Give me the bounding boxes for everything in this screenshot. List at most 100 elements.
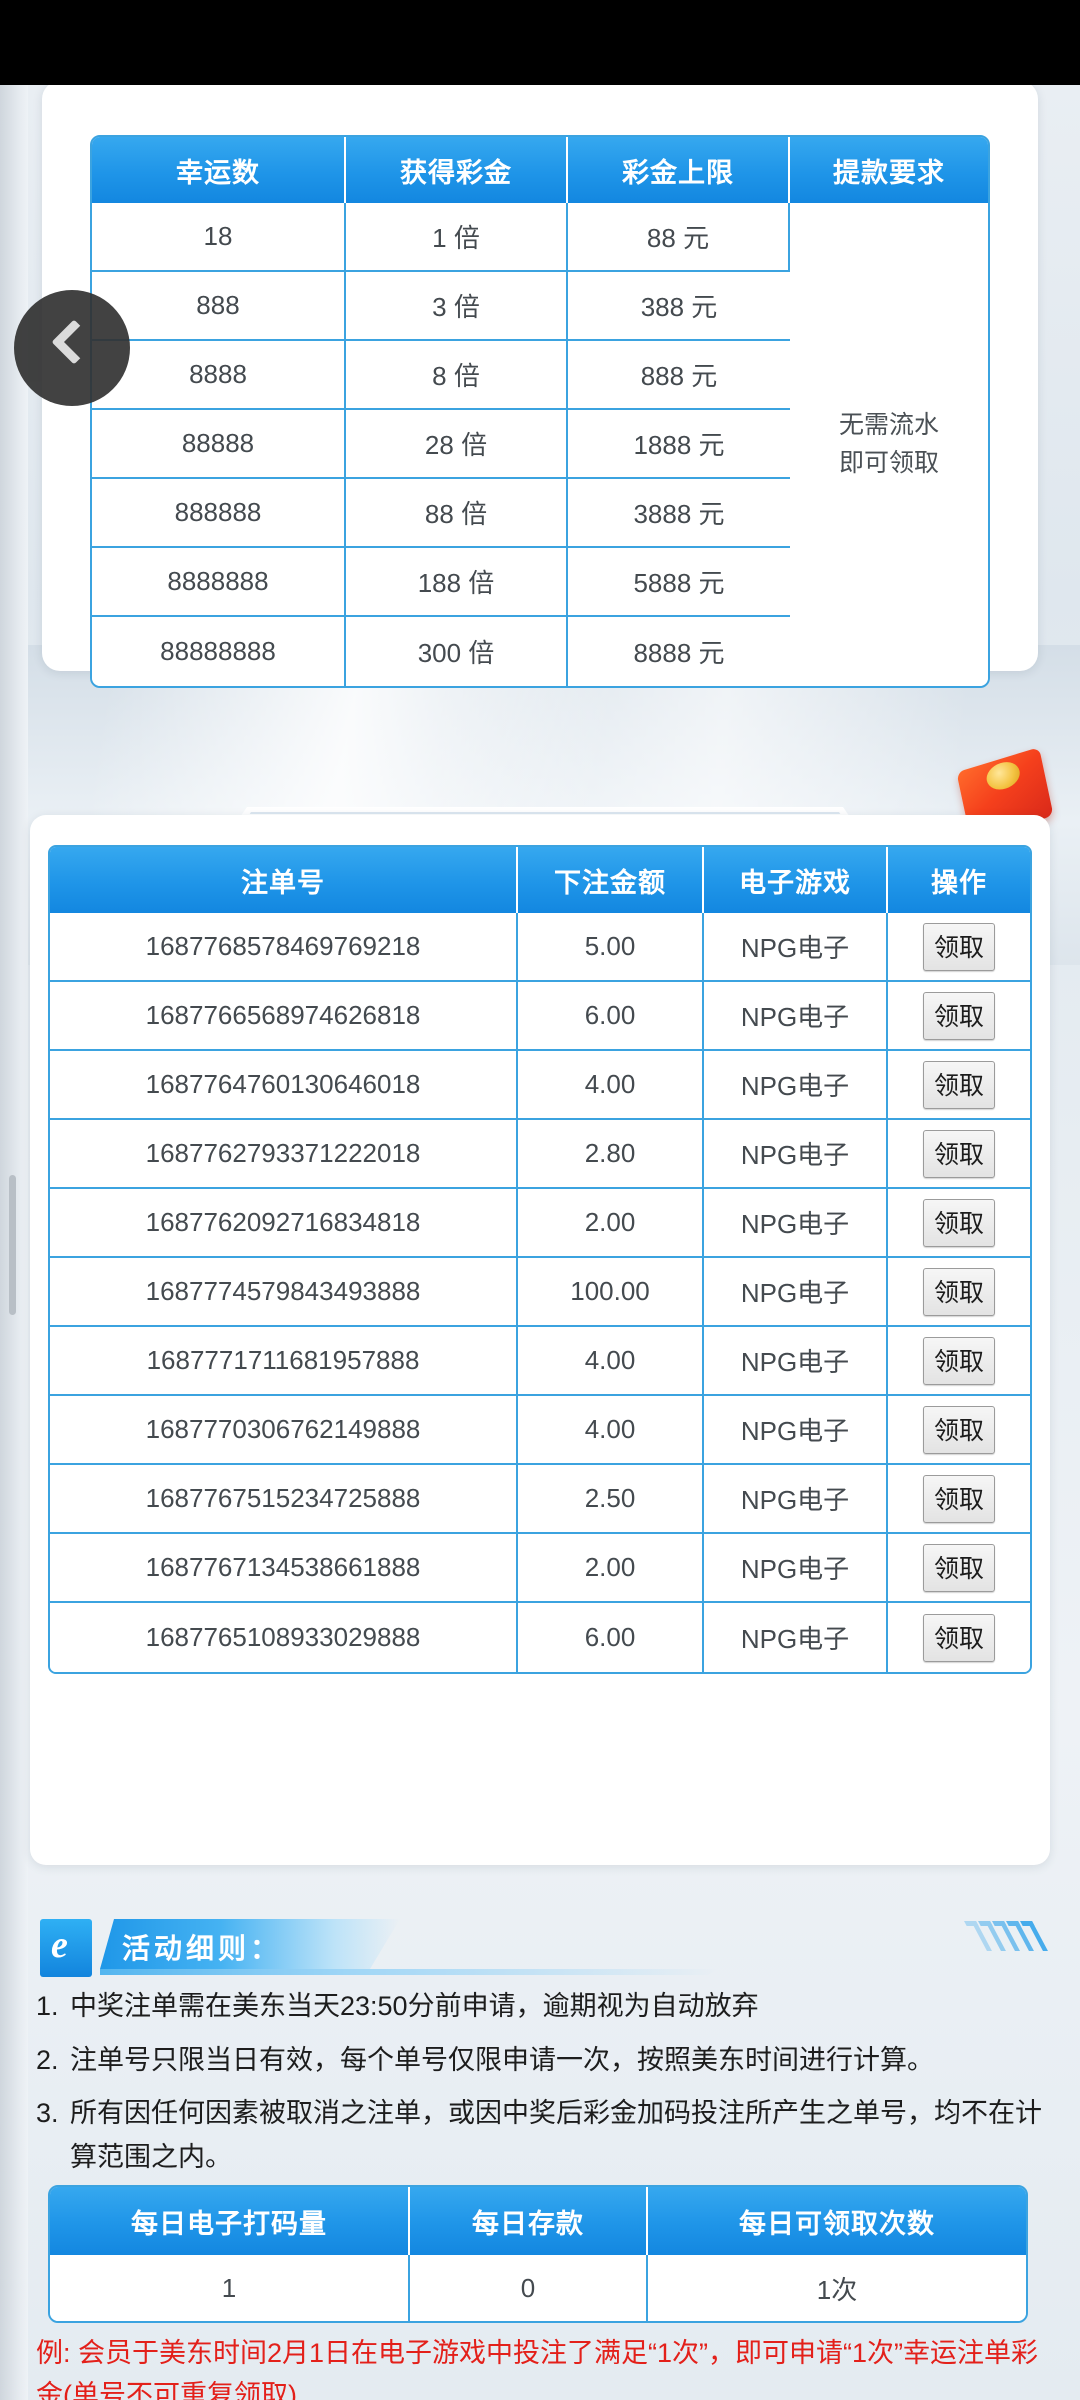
cell-cap: 88 元 [568,203,790,272]
claim-button[interactable]: 领取 [922,1474,995,1523]
bets-table-card: 注单号 下注金额 电子游戏 操作 1687768578469769218 5.00… [30,815,1050,1865]
cell-game: NPG电子 [704,1258,888,1327]
col-order-no: 注单号 [50,847,518,913]
cell-multiplier: 1 倍 [346,203,568,272]
claim-button[interactable]: 领取 [922,1613,995,1662]
list-item: 2. 注单号只限当日有效，每个单号仅限申请一次，按照美东时间进行计算。 [36,2039,1046,2083]
cell-action: 领取 [888,1534,1030,1603]
chevron-right-decoration-icon [964,1921,1048,1951]
cell-daily-deposit: 0 [410,2255,648,2321]
cell-multiplier: 28 倍 [346,410,568,479]
bets-table: 注单号 下注金额 电子游戏 操作 1687768578469769218 5.00… [50,847,1030,1672]
cell-bet-amount: 2.00 [518,1534,704,1603]
prize-table-header-row: 幸运数 获得彩金 彩金上限 提款要求 [92,137,988,203]
rule-number: 2. [36,2044,59,2075]
cell-action: 领取 [888,1258,1030,1327]
col-bet-amount: 下注金额 [518,847,704,913]
table-row: 88888 28 倍 1888 元 [92,410,988,479]
cell-bet-amount: 100.00 [518,1258,704,1327]
rule-number: 3. [36,2098,59,2129]
cell-game: NPG电子 [704,982,888,1051]
cell-cap: 8888 元 [568,617,790,686]
rule-text: 中奖注单需在美东当天23:50分前申请，逾期视为自动放弃 [70,1991,759,2021]
cell-bet-amount: 4.00 [518,1327,704,1396]
cell-bet-amount: 4.00 [518,1396,704,1465]
cell-bet-amount: 2.50 [518,1465,704,1534]
table-row: 18 1 倍 88 元 无需流水 即可领取 [92,203,988,686]
scrollbar-thumb[interactable] [9,1175,16,1315]
cell-game: NPG电子 [704,1534,888,1603]
list-item: 1. 中奖注单需在美东当天23:50分前申请，逾期视为自动放弃 [36,1985,1046,2029]
cell-action: 领取 [888,1051,1030,1120]
prize-table-wrapper: 幸运数 获得彩金 彩金上限 提款要求 18 1 倍 88 元 无需流水 即可领取 [90,135,990,688]
claim-button[interactable]: 领取 [922,922,995,971]
brand-e-badge: e [40,1919,92,1977]
table-row: 1687770306762149888 4.00 NPG电子 领取 [50,1396,1030,1465]
col-daily-claims: 每日可领取次数 [648,2187,1026,2255]
cell-action: 领取 [888,913,1030,982]
cell-cap: 888 元 [568,341,790,410]
rule-text: 注单号只限当日有效，每个单号仅限申请一次，按照美东时间进行计算。 [70,2044,934,2075]
rules-heading-plate: 活动细则： [100,1919,400,1969]
cell-lucky-number: 18 [92,203,346,272]
cell-order-no: 1687774579843493888 [50,1258,518,1327]
cell-multiplier: 300 倍 [346,617,568,686]
cell-action: 领取 [888,1396,1030,1465]
cell-withdraw-note: 无需流水 即可领取 [790,203,988,686]
col-game: 电子游戏 [704,847,888,913]
coin-icon [984,758,1023,794]
rules-underline [100,1969,720,1975]
cell-multiplier: 188 倍 [346,548,568,617]
cell-lucky-number: 88888 [92,410,346,479]
claim-button[interactable]: 领取 [922,1129,995,1178]
page-body: 幸运数 获得彩金 彩金上限 提款要求 18 1 倍 88 元 无需流水 即可领取 [0,85,1080,2400]
claim-button[interactable]: 领取 [922,1060,995,1109]
cell-lucky-number: 8888 [92,341,346,410]
claim-button[interactable]: 领取 [922,1405,995,1454]
table-row: 8888888 188 倍 5888 元 [92,548,988,617]
table-row: 1687762793371222018 2.80 NPG电子 领取 [50,1120,1030,1189]
cell-bet-amount: 4.00 [518,1051,704,1120]
cell-action: 领取 [888,982,1030,1051]
table-row: 1687767515234725888 2.50 NPG电子 领取 [50,1465,1030,1534]
cell-order-no: 1687767134538661888 [50,1534,518,1603]
cell-order-no: 1687767515234725888 [50,1465,518,1534]
cell-lucky-number: 8888888 [92,548,346,617]
claim-button[interactable]: 领取 [922,1336,995,1385]
table-row: 1687764760130646018 4.00 NPG电子 领取 [50,1051,1030,1120]
back-button[interactable] [14,290,130,406]
claim-button[interactable]: 领取 [922,1543,995,1592]
cell-order-no: 1687764760130646018 [50,1051,518,1120]
cell-game: NPG电子 [704,1603,888,1672]
rules-list: 1. 中奖注单需在美东当天23:50分前申请，逾期视为自动放弃 2. 注单号只限… [36,1985,1046,2190]
prize-table: 幸运数 获得彩金 彩金上限 提款要求 18 1 倍 88 元 无需流水 即可领取 [92,137,988,686]
cell-game: NPG电子 [704,1396,888,1465]
cell-cap: 3888 元 [568,479,790,548]
cell-game: NPG电子 [704,1465,888,1534]
status-bar [0,0,1080,85]
claim-button[interactable]: 领取 [922,1198,995,1247]
rule-number: 1. [36,1991,59,2021]
cell-order-no: 1687770306762149888 [50,1396,518,1465]
cell-bet-amount: 2.80 [518,1120,704,1189]
rules-heading-text: 活动细则： [122,1933,283,1964]
table-row: 1687762092716834818 2.00 NPG电子 领取 [50,1189,1030,1258]
rules-heading-band: e 活动细则： [40,1919,1048,1977]
cell-order-no: 1687766568974626818 [50,982,518,1051]
requirement-table-wrapper: 每日电子打码量 每日存款 每日可领取次数 1 0 1次 [48,2185,1028,2323]
table-row: 1687766568974626818 6.00 NPG电子 领取 [50,982,1030,1051]
bets-table-header-row: 注单号 下注金额 电子游戏 操作 [50,847,1030,913]
table-row: 1687774579843493888 100.00 NPG电子 领取 [50,1258,1030,1327]
cell-action: 领取 [888,1189,1030,1258]
cell-action: 领取 [888,1327,1030,1396]
table-row: 1 0 1次 [50,2255,1026,2321]
cell-multiplier: 3 倍 [346,272,568,341]
col-withdraw-requirement: 提款要求 [790,137,988,203]
requirement-table: 每日电子打码量 每日存款 每日可领取次数 1 0 1次 [50,2187,1026,2321]
cell-game: NPG电子 [704,913,888,982]
claim-button[interactable]: 领取 [922,1267,995,1316]
cell-order-no: 1687771711681957888 [50,1327,518,1396]
claim-button[interactable]: 领取 [922,991,995,1040]
e-logo-icon: e [51,1924,68,1966]
table-row: 1687768578469769218 5.00 NPG电子 领取 [50,913,1030,982]
